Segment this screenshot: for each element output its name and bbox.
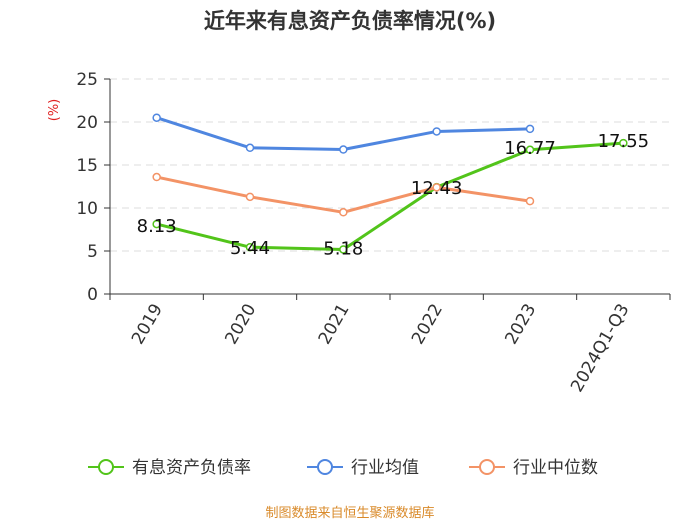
y-tick-label: 10 bbox=[76, 199, 98, 219]
data-point bbox=[245, 143, 255, 153]
data-point bbox=[339, 208, 348, 217]
x-tick-label: 2024Q1-Q3 bbox=[567, 301, 634, 396]
gridlines bbox=[110, 78, 670, 252]
data-point bbox=[152, 172, 161, 182]
y-axis-unit: (%) bbox=[47, 99, 62, 122]
x-tick-label: 2023 bbox=[501, 301, 540, 348]
legend-item[interactable]: 行业均值 bbox=[307, 458, 419, 478]
series-line bbox=[156, 141, 624, 251]
legend-item[interactable]: 行业中位数 bbox=[469, 458, 598, 478]
data-label: 12.43 bbox=[411, 178, 463, 199]
data-point bbox=[152, 219, 161, 229]
y-tick-label: 20 bbox=[76, 113, 98, 133]
data-point bbox=[432, 127, 441, 136]
data-point bbox=[525, 196, 535, 206]
data-point bbox=[339, 145, 348, 154]
x-tick-label: 2021 bbox=[315, 301, 354, 348]
y-tick-label: 0 bbox=[87, 285, 98, 305]
data-point bbox=[525, 124, 535, 134]
series-line bbox=[156, 175, 531, 214]
y-tick-label: 5 bbox=[87, 242, 98, 262]
legend-item[interactable]: 有息资产负债率 bbox=[88, 458, 251, 478]
data-point bbox=[152, 113, 161, 122]
data-label: 5.18 bbox=[323, 238, 363, 259]
x-tick-label: 2022 bbox=[408, 301, 447, 348]
legend-marker bbox=[479, 459, 495, 475]
y-tick-label: 15 bbox=[76, 156, 98, 176]
legend-marker bbox=[317, 459, 333, 475]
legend-label: 行业中位数 bbox=[513, 458, 598, 478]
chart-title: 近年来有息资产负债率情况(%) bbox=[204, 9, 496, 33]
series-group bbox=[152, 113, 628, 254]
y-tick-label: 25 bbox=[76, 70, 98, 90]
data-point bbox=[619, 138, 628, 148]
legend-marker bbox=[98, 459, 114, 475]
data-label: 16.77 bbox=[504, 138, 556, 159]
x-tick-label: 2020 bbox=[221, 301, 260, 348]
legend-label: 行业均值 bbox=[351, 458, 419, 478]
data-point bbox=[525, 145, 535, 155]
data-point bbox=[432, 183, 441, 192]
data-label: 8.13 bbox=[137, 216, 177, 237]
x-tick-label: 2019 bbox=[128, 301, 167, 348]
legend-label: 有息资产负债率 bbox=[132, 458, 251, 478]
data-label: 5.44 bbox=[230, 238, 270, 259]
legend[interactable]: 有息资产负债率 行业均值 行业中位数 bbox=[88, 458, 598, 478]
data-point bbox=[245, 242, 255, 252]
data-point bbox=[245, 192, 255, 202]
data-point bbox=[339, 245, 348, 254]
data-labels: 8.13 5.44 5.18 12.43 16.77 17.55 bbox=[137, 131, 649, 259]
source-footer: 制图数据来自恒生聚源数据库 bbox=[265, 505, 434, 521]
data-label: 17.55 bbox=[598, 131, 650, 152]
